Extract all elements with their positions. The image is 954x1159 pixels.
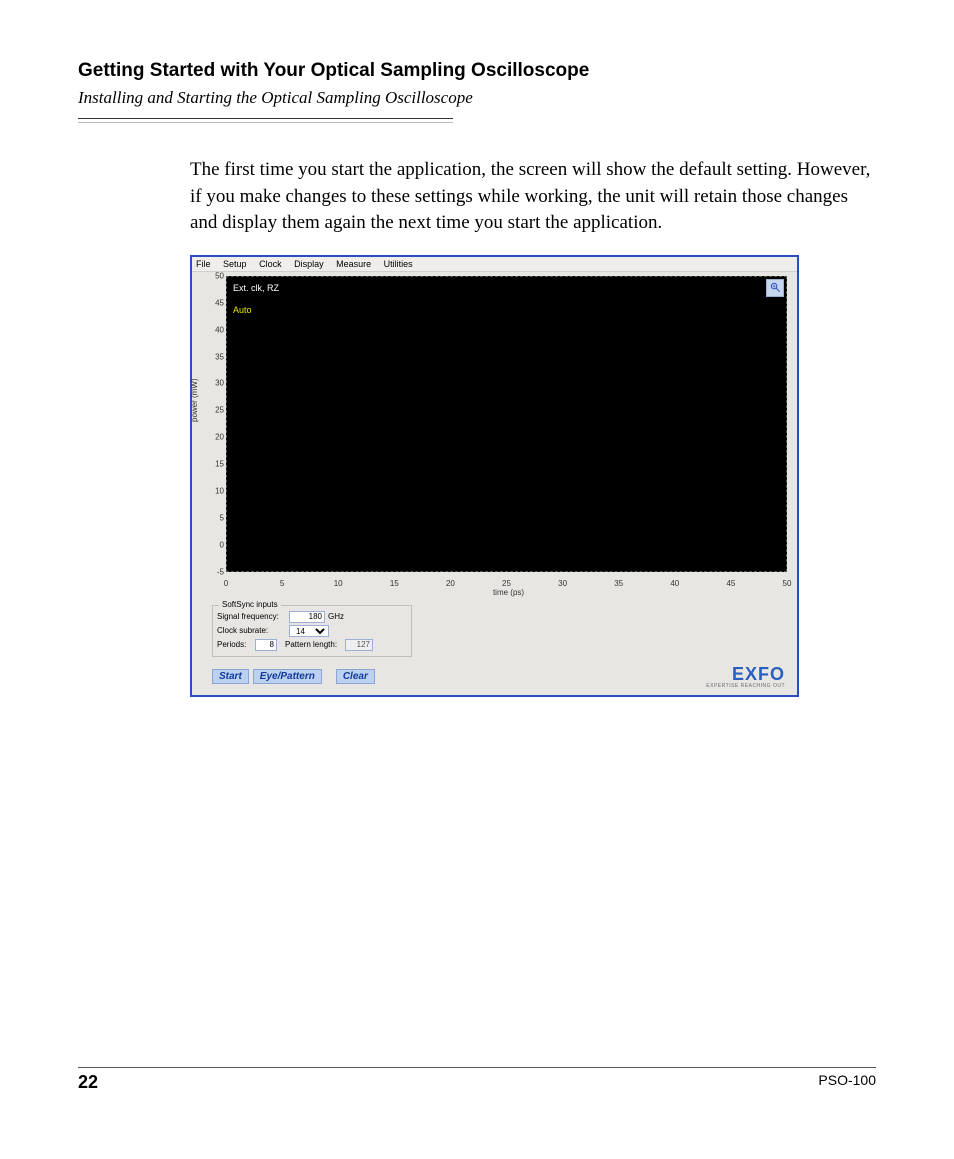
page-footer: 22 PSO-100 <box>78 1067 876 1093</box>
exfo-logo: EXFO EXPERTISE REACHING OUT <box>706 665 785 689</box>
clear-button[interactable]: Clear <box>336 669 375 684</box>
ytick: 0 <box>208 540 224 549</box>
manual-page: Getting Started with Your Optical Sampli… <box>0 0 954 1159</box>
section-subtitle: Installing and Starting the Optical Samp… <box>78 88 473 112</box>
signal-freq-input[interactable] <box>289 611 325 623</box>
clock-subrate-label: Clock subrate: <box>217 626 289 635</box>
y-axis-label: power (mW) <box>190 378 199 422</box>
pattern-length-input <box>345 639 373 651</box>
xtick: 30 <box>558 579 567 588</box>
oscilloscope-app-window: File Setup Clock Display Measure Utiliti… <box>190 255 799 697</box>
model-name: PSO-100 <box>818 1072 876 1093</box>
ytick: 50 <box>208 271 224 280</box>
softsync-legend: SoftSync inputs <box>219 600 281 609</box>
menu-display[interactable]: Display <box>294 259 324 269</box>
xtick: 50 <box>783 579 792 588</box>
periods-label: Periods: <box>217 640 255 649</box>
ytick: 35 <box>208 352 224 361</box>
page-number: 22 <box>78 1072 98 1093</box>
clock-subrate-select[interactable]: 14 <box>289 625 329 637</box>
pattern-length-label: Pattern length: <box>285 640 345 649</box>
xtick: 45 <box>726 579 735 588</box>
menu-measure[interactable]: Measure <box>336 259 371 269</box>
overlay-clock-mode: Ext. clk, RZ <box>233 283 279 293</box>
menu-file[interactable]: File <box>196 259 211 269</box>
menu-utilities[interactable]: Utilities <box>384 259 413 269</box>
ytick: 15 <box>208 460 224 469</box>
button-bar: Start Eye/Pattern Clear EXFO EXPERTISE R… <box>192 661 797 695</box>
ytick: 30 <box>208 379 224 388</box>
logo-tagline: EXPERTISE REACHING OUT <box>706 683 785 689</box>
logo-text: EXFO <box>706 665 785 683</box>
zoom-icon[interactable] <box>766 279 784 297</box>
plot-grid: Ext. clk, RZ Auto 50 45 40 35 30 25 20 1… <box>226 276 787 586</box>
softsync-panel: SoftSync inputs Signal frequency: GHz Cl… <box>212 605 412 657</box>
start-button[interactable]: Start <box>212 669 249 684</box>
ytick: 45 <box>208 298 224 307</box>
ytick: 10 <box>208 487 224 496</box>
xtick: 5 <box>280 579 284 588</box>
xtick: 15 <box>390 579 399 588</box>
x-axis-label: time (ps) <box>226 588 791 597</box>
ytick: 40 <box>208 325 224 334</box>
xtick: 25 <box>502 579 511 588</box>
eye-pattern-button[interactable]: Eye/Pattern <box>253 669 322 684</box>
xtick: 0 <box>224 579 228 588</box>
menubar: File Setup Clock Display Measure Utiliti… <box>192 257 797 272</box>
periods-input[interactable] <box>255 639 277 651</box>
ytick: 20 <box>208 433 224 442</box>
ytick: 5 <box>208 513 224 522</box>
xtick: 40 <box>670 579 679 588</box>
xtick: 20 <box>446 579 455 588</box>
menu-clock[interactable]: Clock <box>259 259 282 269</box>
xtick: 35 <box>614 579 623 588</box>
ytick: 25 <box>208 406 224 415</box>
signal-freq-label: Signal frequency: <box>217 612 289 621</box>
plot-canvas[interactable]: Ext. clk, RZ Auto <box>226 276 787 572</box>
plot-area: power (mW) Ext. clk, RZ Auto 50 45 40 35… <box>192 272 797 599</box>
body-paragraph: The first time you start the application… <box>190 157 876 237</box>
ytick: -5 <box>208 567 224 576</box>
overlay-auto: Auto <box>233 305 252 315</box>
section-title: Getting Started with Your Optical Sampli… <box>78 60 876 82</box>
subtitle-rule <box>78 118 453 123</box>
signal-freq-unit: GHz <box>328 612 344 621</box>
menu-setup[interactable]: Setup <box>223 259 247 269</box>
xtick: 10 <box>334 579 343 588</box>
